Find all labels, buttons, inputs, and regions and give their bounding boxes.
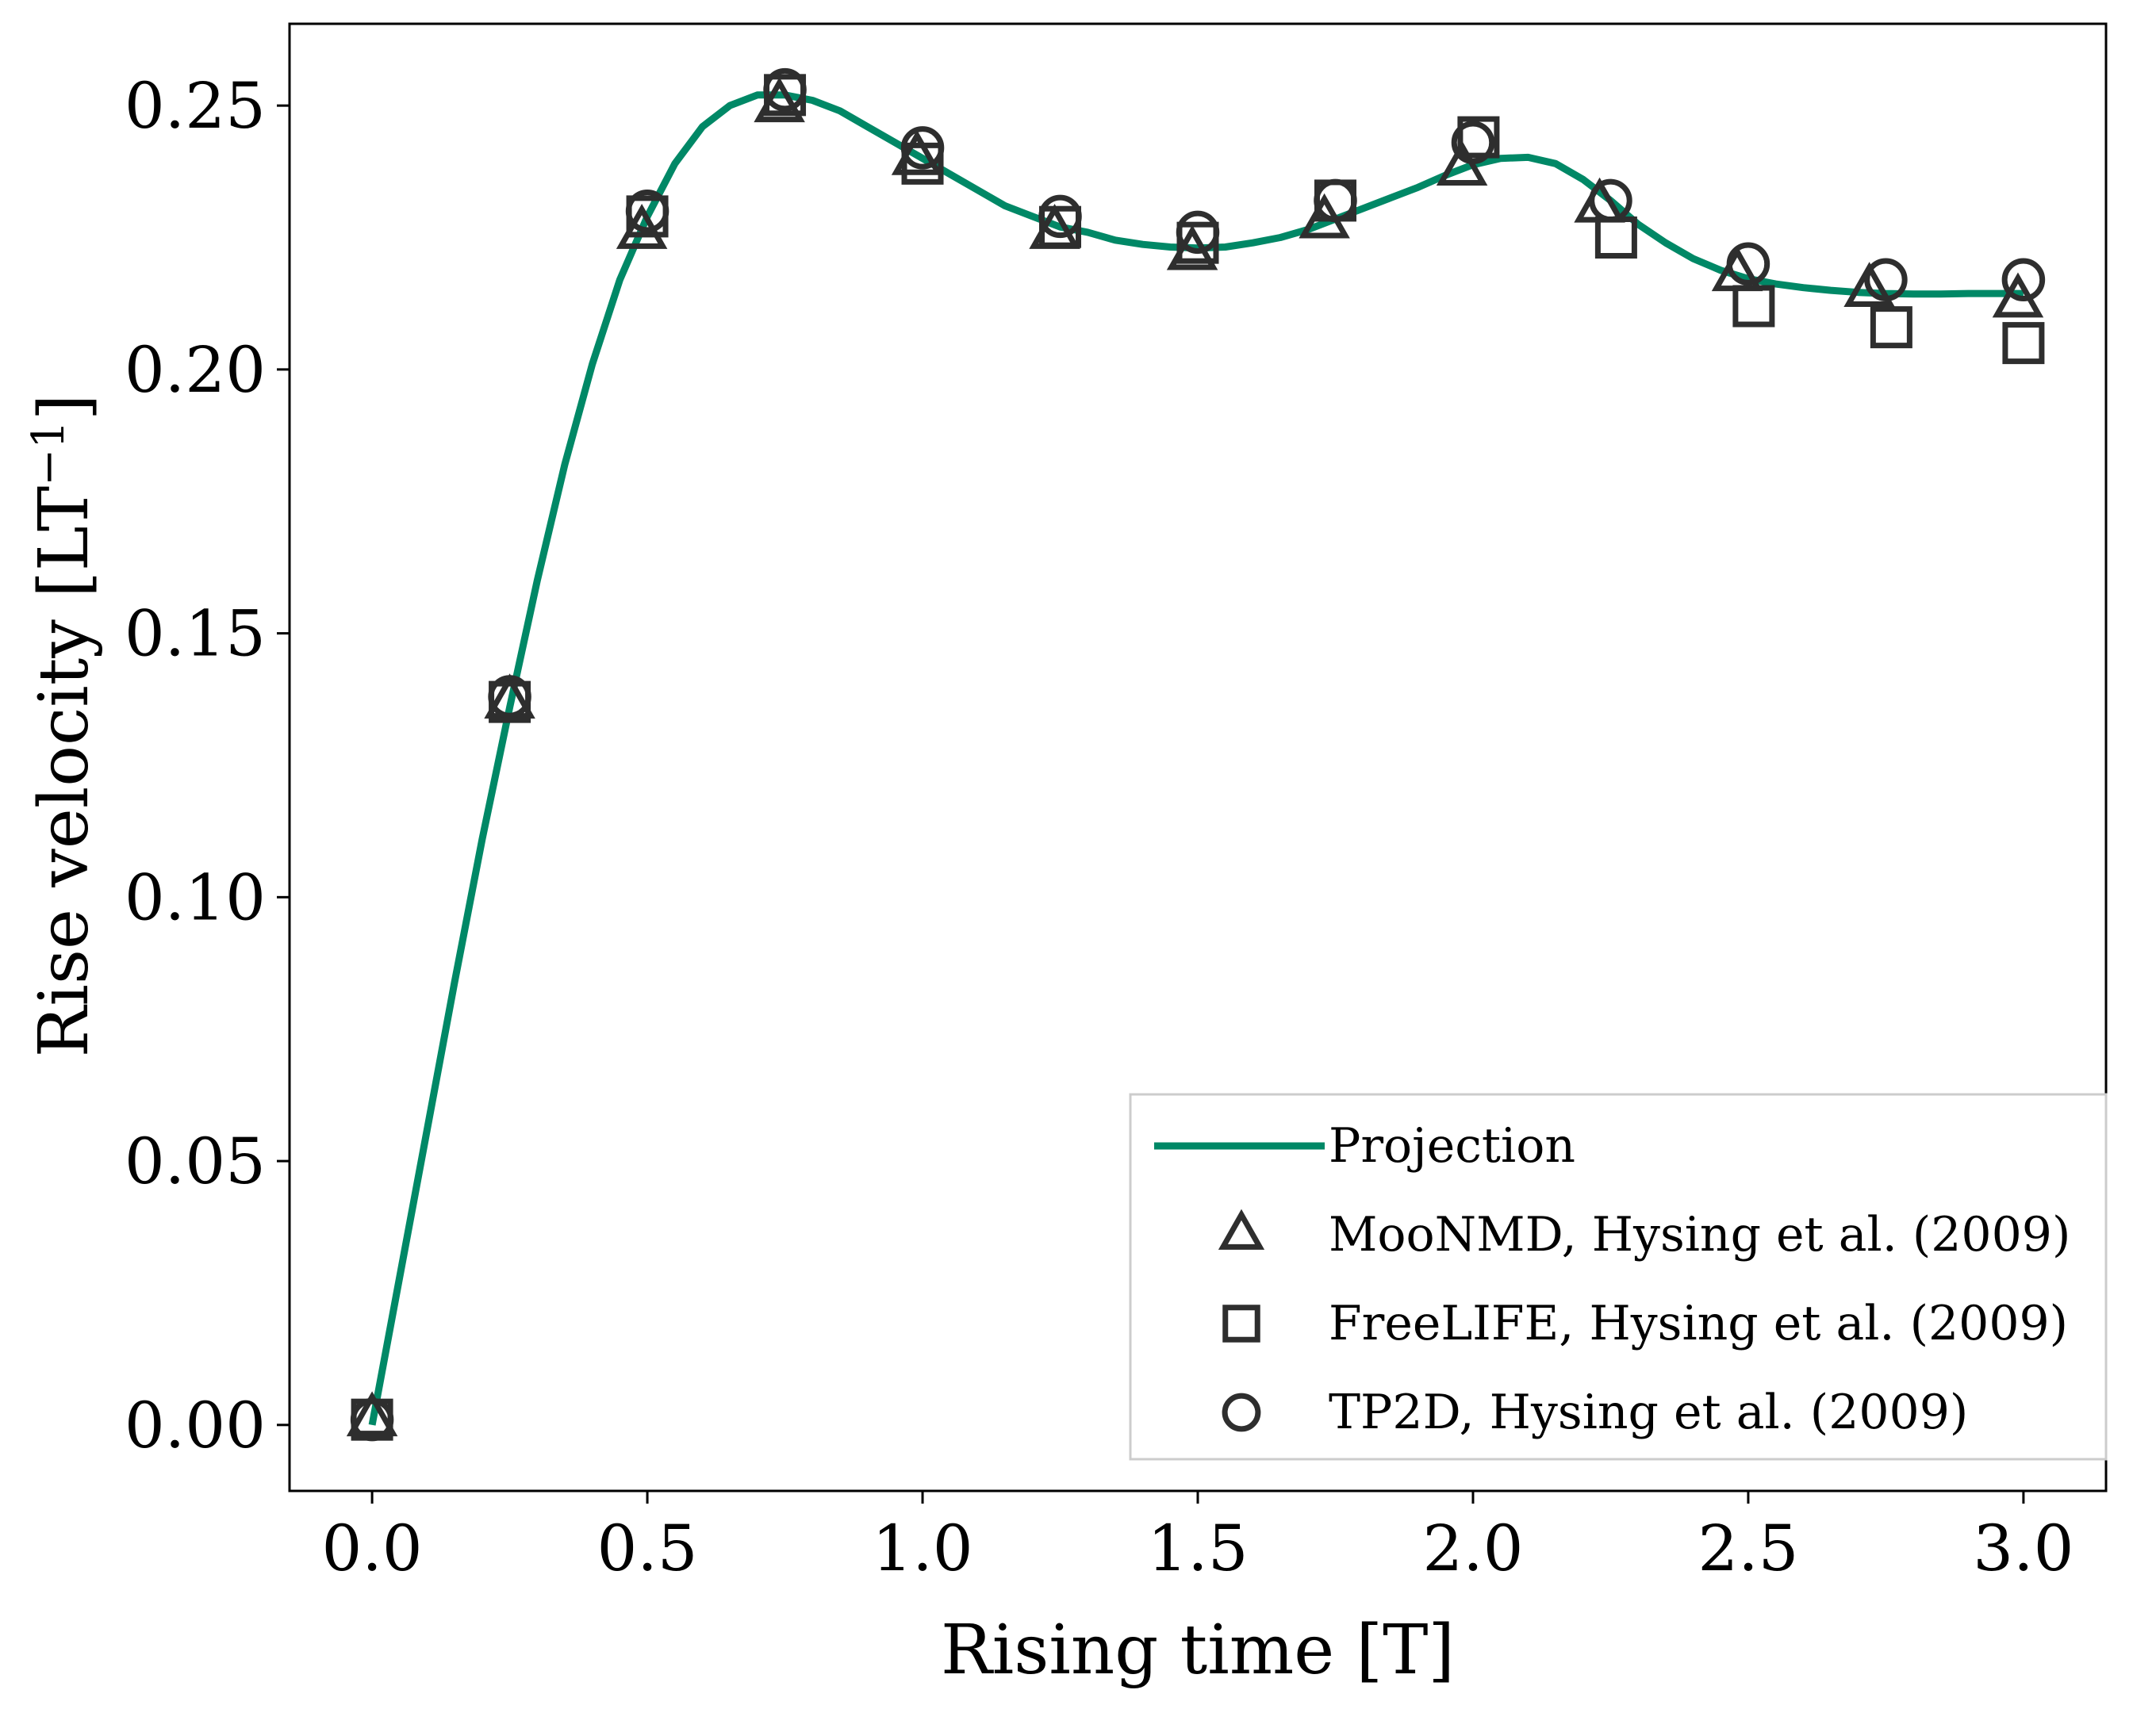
square-data-point: [1457, 116, 1500, 159]
circle-data-point: [1038, 194, 1082, 239]
legend-label: Projection: [1329, 1118, 1575, 1174]
circle-data-point: [1726, 242, 1770, 286]
triangle-data-point: [1843, 262, 1895, 308]
legend-label: FreeLIFE, Hysing et al. (2009): [1329, 1296, 2068, 1351]
x-tick-label: 2.5: [1698, 1512, 1798, 1585]
y-axis-label-close: ]: [25, 394, 104, 421]
x-axis: 0.0 0.5 1.0 1.5 2.0 2.5 3.0: [321, 1491, 2074, 1585]
y-tick-label: 0.05: [125, 1125, 266, 1198]
circle-data-point: [1176, 210, 1220, 255]
square-data-point: [1870, 306, 1912, 349]
y-tick-label: 0.25: [125, 69, 266, 143]
y-axis-label: Rise velocity [LT−1]: [23, 394, 104, 1058]
y-axis: 0.00 0.05 0.10 0.15 0.20 0.25: [125, 69, 290, 1462]
circle-data-point: [900, 126, 945, 170]
legend-box: [1129, 1093, 2108, 1461]
x-tick-label: 0.0: [321, 1512, 422, 1585]
circle-data-point: [625, 189, 669, 233]
x-axis-label: Rising time [T]: [941, 1611, 1455, 1690]
circle-data-point: [350, 1397, 394, 1442]
square-data-point: [901, 142, 944, 185]
circle-data-point: [1314, 178, 1357, 223]
legend-label: TP2D, Hysing et al. (2009): [1329, 1385, 1968, 1440]
square-data-point: [1732, 285, 1775, 328]
x-tick-label: 1.0: [872, 1512, 973, 1585]
legend-label: MooNMD, Hysing et al. (2009): [1329, 1207, 2070, 1263]
circle-data-point: [763, 67, 807, 112]
x-tick-label: 2.0: [1422, 1512, 1523, 1585]
y-tick-label: 0.15: [125, 597, 266, 671]
x-tick-label: 1.5: [1147, 1512, 1248, 1585]
legend-circle-swatch: [1222, 1393, 1261, 1432]
legend: Projection MooNMD, Hysing et al. (2009) Fr…: [1129, 1093, 2108, 1461]
x-tick-label: 3.0: [1973, 1512, 2074, 1585]
triangle-data-point: [1436, 140, 1488, 186]
x-tick-label: 0.5: [597, 1512, 697, 1585]
circle-data-point: [488, 675, 531, 718]
y-tick-label: 0.20: [125, 333, 266, 407]
circle-data-point: [1864, 258, 1908, 302]
square-data-point: [2002, 322, 2045, 365]
circle-data-point: [1451, 121, 1495, 164]
legend-square-swatch: [1222, 1305, 1260, 1343]
y-tick-label: 0.10: [125, 860, 266, 934]
y-tick-label: 0.00: [125, 1389, 266, 1462]
legend-triangle-swatch: [1218, 1209, 1265, 1250]
series-layer: [346, 67, 2046, 1442]
y-axis-label-superscript: −1: [23, 420, 75, 486]
triangle-data-point: [346, 1391, 398, 1437]
y-axis-label-main: Rise velocity [LT: [25, 486, 104, 1058]
circle-data-point: [1589, 178, 1632, 223]
circle-data-point: [2001, 258, 2046, 302]
